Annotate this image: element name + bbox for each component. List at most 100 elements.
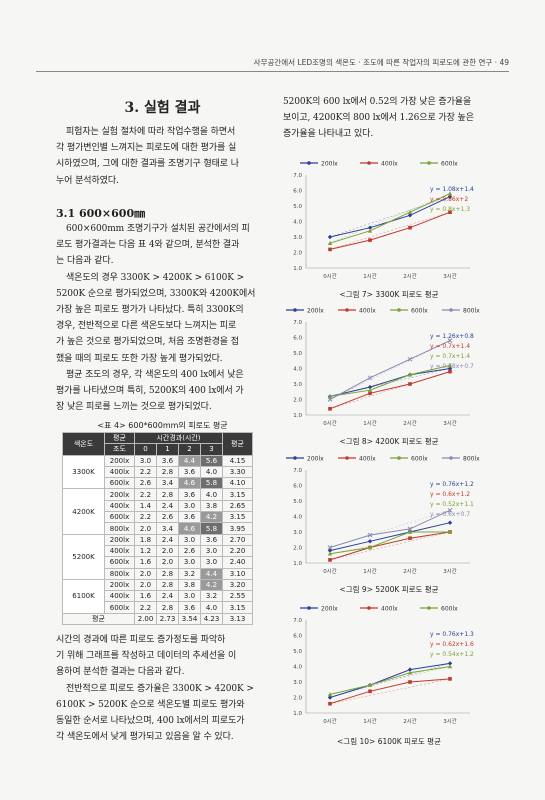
trendline [329, 196, 451, 238]
value-cell: 2.8 [156, 578, 179, 592]
trendline-equation: y = 0.7x+1.4 [430, 343, 470, 350]
text-line: 가장 높은 피로도 평가가 나타났다. 특히 3300K의 [56, 305, 244, 316]
avg-cell: 3.15 [222, 601, 253, 614]
value-cell: 3.6 [178, 601, 201, 614]
lux-cell: 400lx [104, 544, 135, 558]
value-cell: 5.6 [200, 454, 223, 467]
table-row: 5200K 200lx 1.8 2.4 3.0 3.6 2.70 [62, 533, 253, 580]
data-point [367, 682, 373, 687]
legend-label: 200lx [307, 308, 324, 315]
x-tick-label: 3시간 [443, 717, 457, 725]
y-tick-label: 6.0 [293, 634, 302, 640]
value-cell: 3.4 [156, 477, 179, 490]
text-line: 시간의 경과에 따른 피로도 증가정도를 파악하 [56, 635, 226, 645]
data-point [328, 407, 332, 411]
data-point [407, 209, 413, 214]
legend-label: 600lx [411, 456, 428, 463]
y-tick-label: 5.0 [293, 204, 302, 210]
data-point [327, 548, 333, 553]
lux-cell: 400lx [104, 499, 135, 513]
data-point [367, 225, 373, 230]
table-caption: <표 4> 600*600mm의 피로도 평균 [97, 421, 228, 430]
value-cell: 2.2 [134, 511, 157, 524]
footer-value: 3.13 [222, 612, 253, 626]
y-tick-label: 1.0 [293, 561, 302, 567]
text-line: 누어 분석하였다. [56, 175, 119, 186]
data-point [328, 558, 332, 562]
trendline [329, 531, 451, 561]
series-line-600lx [329, 193, 451, 244]
text-line: 기 위해 그래프를 작성하고 데이터의 추세선을 이 [56, 651, 237, 662]
text-line: 보이고, 4200K의 800 lx에서 1.26으로 가장 높은 [283, 113, 474, 124]
value-cell: 3.4 [156, 522, 179, 535]
header-time-col: 2 [178, 443, 201, 456]
lux-cell: 200lx [104, 533, 135, 546]
data-point [328, 701, 332, 706]
y-tick-label: 1.0 [293, 413, 302, 419]
data-point [367, 539, 373, 544]
header-time: 시간경과(시간) [134, 431, 223, 445]
value-cell: 3.8 [200, 499, 223, 513]
trendline [329, 510, 451, 548]
data-point [408, 536, 412, 540]
y-tick-label: 4.0 [293, 367, 302, 373]
value-cell: 3.0 [178, 533, 201, 546]
data-point [327, 695, 333, 700]
text-line: 용하여 분석한 결과는 다음과 같다. [56, 667, 185, 678]
trendline-equation: y = 0.54x+1.2 [430, 651, 474, 658]
y-tick-label: 4.0 [293, 665, 302, 671]
text-line: 장 낮은 피로를 느끼는 것으로 평가되었다. [56, 402, 212, 413]
data-point [407, 526, 413, 532]
legend-label: 400lx [381, 606, 398, 613]
avg-cell: 2.70 [222, 533, 253, 546]
legend-label: 600lx [441, 606, 458, 613]
value-cell: 3.0 [134, 454, 157, 467]
avg-cell: 4.10 [222, 477, 253, 490]
value-cell: 2.2 [134, 488, 157, 501]
group-name: 6100K [62, 578, 105, 614]
data-point [448, 530, 452, 534]
data-point [367, 384, 373, 390]
x-tick-label: 3시간 [443, 272, 457, 280]
y-tick-label: 1.0 [293, 266, 302, 272]
value-cell: 2.2 [134, 601, 157, 614]
legend-label: 800lx [463, 308, 480, 315]
trendline [329, 522, 451, 551]
value-cell: 4.0 [200, 465, 223, 479]
text-line: 증가율을 나타내고 있다. [283, 129, 374, 140]
value-cell: 3.0 [178, 590, 201, 603]
trendline-equation: y = 0.6x+0.7 [430, 511, 470, 518]
header-color-temp: 색온도 [62, 432, 105, 456]
text-line: 경우, 전반적으로 다른 색온도보다 느껴지는 피로 [56, 321, 237, 332]
header-rule [36, 71, 509, 72]
x-tick-label: 3시간 [443, 419, 457, 427]
text-line: 동일한 순서로 나타났으며, 400 lx에서의 피로도가 [56, 716, 245, 727]
value-cell: 2.4 [156, 533, 179, 546]
lux-cell: 600lx [104, 601, 135, 614]
legend-marker [293, 308, 297, 312]
avg-cell: 4.15 [222, 454, 253, 467]
series-line-400lx [329, 678, 451, 705]
data-point [328, 247, 332, 252]
value-cell: 3.6 [178, 465, 201, 479]
value-cell: 3.0 [178, 556, 201, 569]
data-point [368, 391, 372, 396]
value-cell: 3.0 [178, 499, 201, 513]
x-tick-label: 0시간 [323, 567, 337, 575]
trendline [329, 340, 451, 400]
series-line-600lx [329, 666, 451, 695]
table-row: 4200K 200lx 2.2 2.8 3.6 4.0 3.15 [62, 488, 253, 535]
value-cell: 2.8 [156, 488, 179, 501]
body-paragraph: 600×600mm 조명기구가 설치된 공간에서의 피 로도 평가결과는 다음 표… [56, 221, 269, 415]
legend-label: 200lx [321, 161, 338, 168]
x-tick-label: 1시간 [363, 272, 377, 280]
trendline-equation: y = 0.86x+2 [430, 196, 468, 203]
y-tick-label: 2.0 [293, 546, 302, 552]
data-point [327, 545, 333, 550]
y-tick-label: 5.0 [293, 649, 302, 655]
text-line: 평균 조도의 경우, 각 색온도의 400 lx에서 낮은 [66, 369, 244, 380]
trendline-equation: y = 0.62x+1.6 [430, 641, 474, 648]
value-cell: 3.6 [178, 511, 201, 524]
data-point [407, 213, 413, 218]
value-cell: 3.0 [200, 556, 223, 569]
